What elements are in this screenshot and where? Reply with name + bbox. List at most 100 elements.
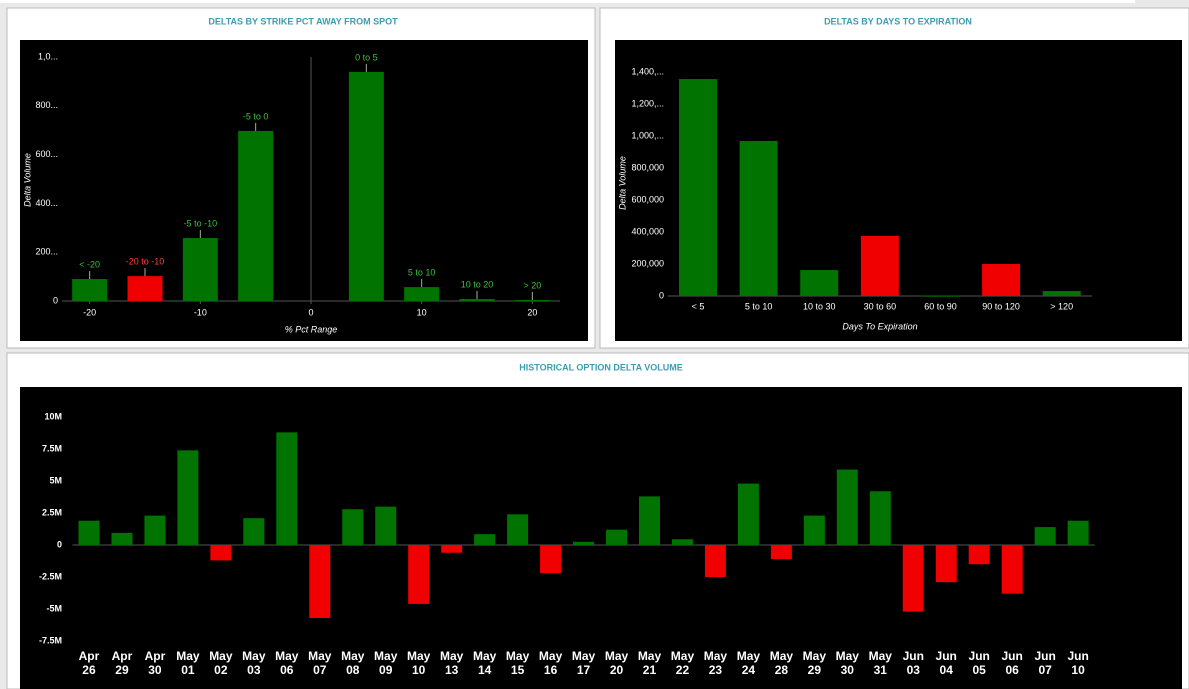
x-tick-label: Apr 29 xyxy=(111,649,133,677)
y-axis-label: Delta Volume xyxy=(22,153,32,207)
bar-label: 10 to 20 xyxy=(461,279,494,289)
bar xyxy=(606,529,628,546)
chart-title: DELTAS BY DAYS TO EXPIRATION xyxy=(824,16,972,26)
x-tick-label: May 15 xyxy=(505,649,530,677)
x-tick-label: < 5 xyxy=(692,301,705,311)
bar xyxy=(474,534,496,546)
bar xyxy=(836,469,858,546)
y-tick-label: 1,200,... xyxy=(631,98,664,108)
top-strip xyxy=(0,0,1135,3)
bar xyxy=(243,518,265,546)
x-tick-label: Apr 30 xyxy=(144,649,166,677)
bar xyxy=(860,236,899,296)
x-tick-label: Jun 04 xyxy=(935,649,957,677)
bar xyxy=(679,79,718,296)
x-tick-label: Jun 03 xyxy=(902,649,924,677)
x-tick-label: May 09 xyxy=(374,649,398,677)
bar xyxy=(968,545,990,565)
y-tick-label: 400,000 xyxy=(631,226,664,236)
x-tick-label: Jun 06 xyxy=(1001,649,1023,677)
x-tick-label: -20 xyxy=(83,307,96,317)
y-tick-label: -7.5M xyxy=(39,635,62,645)
y-tick-label: 200... xyxy=(35,247,58,257)
y-tick-label: 1,0... xyxy=(38,51,58,61)
x-tick-label: May 28 xyxy=(769,649,794,677)
bar-label: -20 to -10 xyxy=(126,256,165,266)
y-tick-label: 2.5M xyxy=(42,507,62,517)
y-tick-label: 600,000 xyxy=(631,194,664,204)
x-tick-label: -10 xyxy=(194,307,207,317)
x-tick-label: May 31 xyxy=(868,649,892,677)
x-axis-label: Days To Expiration xyxy=(842,321,917,331)
bar xyxy=(111,532,133,546)
bar xyxy=(803,515,825,546)
y-tick-label: 7.5M xyxy=(42,443,62,453)
x-tick-label: May 22 xyxy=(670,649,695,677)
y-tick-label: 10M xyxy=(44,411,62,421)
bar xyxy=(1001,545,1023,594)
bar xyxy=(348,71,384,301)
bar xyxy=(177,450,199,546)
bar xyxy=(770,545,792,560)
y-tick-label: 600... xyxy=(35,149,58,159)
x-tick-label: May 16 xyxy=(538,649,563,677)
bar xyxy=(514,300,550,302)
x-tick-label: May 24 xyxy=(736,649,761,677)
y-tick-label: 200,000 xyxy=(631,258,664,268)
bar xyxy=(459,299,495,301)
x-tick-label: 60 to 90 xyxy=(924,301,957,311)
x-tick-label: 0 xyxy=(308,307,313,317)
x-tick-label: May 02 xyxy=(209,649,233,677)
x-tick-label: May 10 xyxy=(407,649,431,677)
x-tick-label: Jun 07 xyxy=(1034,649,1056,677)
x-tick-label: May 20 xyxy=(604,649,629,677)
bar xyxy=(638,496,660,546)
bar xyxy=(72,279,108,301)
bar xyxy=(309,545,331,618)
x-tick-label: May 06 xyxy=(275,649,299,677)
bar xyxy=(210,545,232,561)
x-tick-label: May 30 xyxy=(835,649,859,677)
plot-area xyxy=(20,387,1182,689)
x-tick-label: Jun 10 xyxy=(1067,649,1089,677)
x-tick-label: May 13 xyxy=(439,649,464,677)
bar xyxy=(144,515,166,546)
x-tick-label: May 03 xyxy=(242,649,266,677)
bar xyxy=(737,483,759,546)
bar xyxy=(375,506,397,546)
bar xyxy=(869,491,891,546)
x-tick-label: 20 xyxy=(527,307,537,317)
x-tick-label: May 21 xyxy=(637,649,662,677)
x-tick-label: 10 xyxy=(417,307,427,317)
x-tick-label: May 07 xyxy=(308,649,332,677)
x-tick-label: Jun 05 xyxy=(968,649,990,677)
bar xyxy=(902,545,924,612)
y-tick-label: 400... xyxy=(35,198,58,208)
x-tick-label: 30 to 60 xyxy=(864,301,897,311)
y-tick-label: -5M xyxy=(47,603,63,613)
bar xyxy=(507,514,529,546)
bar xyxy=(921,295,960,297)
y-tick-label: 1,400,... xyxy=(631,66,664,76)
bar xyxy=(404,287,440,301)
bar xyxy=(78,520,100,546)
bar xyxy=(276,432,298,546)
y-tick-label: 800... xyxy=(35,100,58,110)
x-tick-label: 90 to 120 xyxy=(982,301,1020,311)
bar xyxy=(182,238,218,301)
x-tick-label: May 01 xyxy=(176,649,200,677)
y-tick-label: 1,000,... xyxy=(631,130,664,140)
y-tick-label: 800,000 xyxy=(631,162,664,172)
y-axis-label: Delta Volume xyxy=(617,156,627,210)
y-tick-label: -2.5M xyxy=(39,571,62,581)
bar-label: -5 to -10 xyxy=(184,218,218,228)
y-tick-label: 0 xyxy=(53,295,58,305)
x-tick-label: May 17 xyxy=(571,649,596,677)
chart-title: HISTORICAL OPTION DELTA VOLUME xyxy=(519,362,683,372)
bar xyxy=(935,545,957,583)
bar xyxy=(441,545,463,553)
bar xyxy=(1067,520,1089,546)
bar xyxy=(800,270,839,296)
chart-title: DELTAS BY STRIKE PCT AWAY FROM SPOT xyxy=(208,16,398,26)
bar-label: > 20 xyxy=(523,280,541,290)
